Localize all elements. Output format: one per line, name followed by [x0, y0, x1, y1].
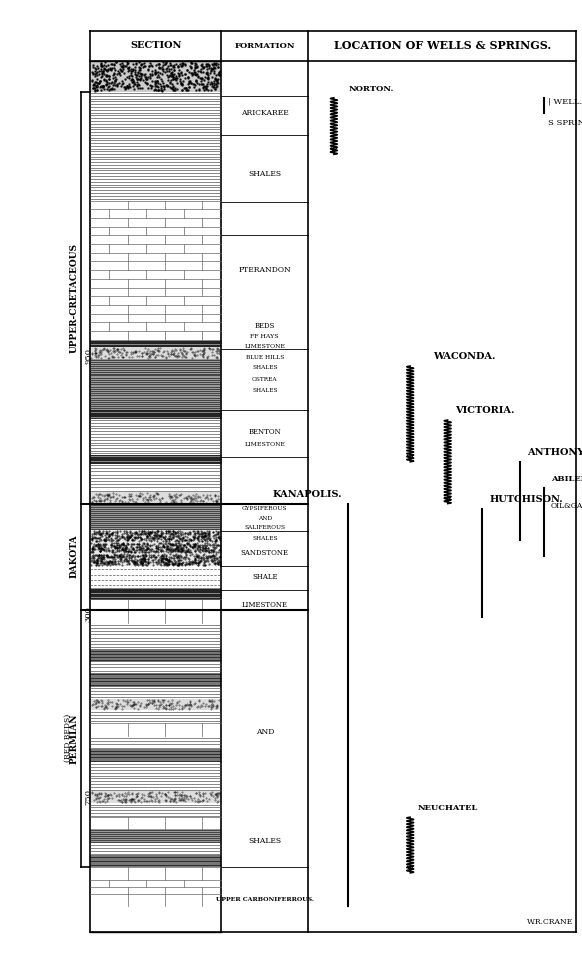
Bar	[90, 894, 221, 906]
Text: AND: AND	[258, 516, 272, 521]
Text: LIMESTONE: LIMESTONE	[244, 344, 285, 349]
Text: | WELL.: | WELL.	[548, 98, 581, 106]
Text: SHALES: SHALES	[249, 836, 281, 845]
Text: FORMATION: FORMATION	[235, 42, 295, 50]
Text: LIMESTONE: LIMESTONE	[242, 600, 288, 609]
Bar	[90, 464, 221, 479]
Bar	[90, 61, 221, 92]
Bar	[90, 599, 221, 610]
Bar	[90, 359, 221, 377]
Bar	[90, 636, 221, 649]
Bar	[90, 419, 221, 436]
Bar	[90, 479, 221, 492]
Bar	[90, 623, 221, 636]
Text: SALIFEROUS: SALIFEROUS	[244, 526, 285, 531]
Bar	[90, 554, 221, 566]
Bar	[90, 699, 221, 710]
Bar	[90, 777, 221, 791]
Text: SECTION: SECTION	[130, 41, 182, 51]
Text: SHALES: SHALES	[249, 170, 281, 179]
Text: ABILENE.: ABILENE.	[551, 475, 582, 483]
Text: BEDS: BEDS	[254, 322, 275, 330]
Bar	[90, 817, 221, 830]
Bar	[90, 856, 221, 867]
Bar	[90, 566, 221, 577]
Text: 750.: 750.	[84, 787, 93, 805]
Bar	[90, 843, 221, 856]
Bar	[90, 663, 221, 673]
Bar	[90, 673, 221, 686]
Text: OIL&GAS: OIL&GAS	[551, 502, 582, 511]
Text: WACONDA.: WACONDA.	[434, 352, 496, 361]
Text: BLUE HILLS: BLUE HILLS	[246, 355, 284, 359]
Bar	[90, 388, 221, 401]
Text: BENTON: BENTON	[249, 428, 281, 436]
Bar	[90, 504, 221, 516]
Bar	[90, 262, 221, 288]
Bar	[90, 314, 221, 340]
Bar	[90, 750, 221, 762]
Bar	[90, 649, 221, 663]
Text: FF HAYS: FF HAYS	[250, 334, 279, 338]
Bar	[90, 736, 221, 750]
Text: UPPER-CRETACEOUS: UPPER-CRETACEOUS	[70, 243, 79, 353]
Bar	[90, 710, 221, 723]
Text: KANAPOLIS.: KANAPOLIS.	[273, 489, 342, 499]
Bar	[90, 131, 221, 174]
Text: LOCATION OF WELLS & SPRINGS.: LOCATION OF WELLS & SPRINGS.	[333, 40, 551, 52]
Text: ARICKAREE: ARICKAREE	[241, 109, 289, 118]
Bar	[90, 791, 221, 803]
Bar	[90, 409, 221, 419]
Bar	[90, 610, 221, 623]
Bar	[90, 455, 221, 464]
Bar	[90, 830, 221, 843]
Text: SHALES: SHALES	[252, 365, 278, 370]
Text: (RED BEDS): (RED BEDS)	[63, 714, 72, 763]
Bar	[90, 803, 221, 817]
Bar	[90, 762, 221, 777]
Text: S SPRING.: S SPRING.	[548, 119, 582, 127]
Bar	[90, 588, 221, 599]
Text: AND: AND	[255, 728, 274, 736]
Bar	[90, 686, 221, 699]
Bar	[90, 288, 221, 314]
Bar	[90, 516, 221, 530]
Bar	[90, 340, 221, 347]
Text: LIMESTONE: LIMESTONE	[244, 442, 285, 446]
Bar	[90, 542, 221, 554]
Bar	[90, 577, 221, 588]
Bar	[90, 401, 221, 409]
Text: SANDSTONE: SANDSTONE	[241, 550, 289, 557]
Text: GYPSIFEROUS: GYPSIFEROUS	[242, 507, 288, 511]
Text: OSTREA: OSTREA	[252, 377, 278, 381]
Bar	[90, 436, 221, 455]
Text: SHALES: SHALES	[252, 536, 278, 541]
Bar	[90, 347, 221, 359]
Text: DAKOTA: DAKOTA	[70, 535, 79, 578]
Text: NORTON.: NORTON.	[349, 85, 394, 93]
Bar	[90, 227, 221, 262]
Text: VICTORIA.: VICTORIA.	[455, 406, 514, 415]
Text: W.R.CRANE: W.R.CRANE	[527, 919, 573, 926]
Bar	[90, 92, 221, 131]
Bar	[90, 201, 221, 227]
Text: HUTCHISON.: HUTCHISON.	[489, 495, 563, 504]
Bar	[90, 530, 221, 542]
Text: SHALE: SHALE	[252, 573, 278, 580]
Text: SHALES: SHALES	[252, 388, 278, 393]
Bar	[90, 377, 221, 388]
Text: UPPER CARBONIFERROUS.: UPPER CARBONIFERROUS.	[216, 898, 314, 902]
Text: 950.: 950.	[84, 346, 93, 364]
Text: NEUCHATEL: NEUCHATEL	[417, 804, 478, 813]
Bar	[90, 723, 221, 736]
Bar	[90, 174, 221, 201]
Bar	[90, 492, 221, 504]
Bar	[90, 867, 221, 880]
Text: ANTHONY.: ANTHONY.	[527, 448, 582, 457]
Text: 300: 300	[84, 606, 93, 622]
Text: PTERANDON: PTERANDON	[239, 266, 291, 274]
Bar	[90, 880, 221, 894]
Text: PERMIAN: PERMIAN	[70, 713, 79, 764]
